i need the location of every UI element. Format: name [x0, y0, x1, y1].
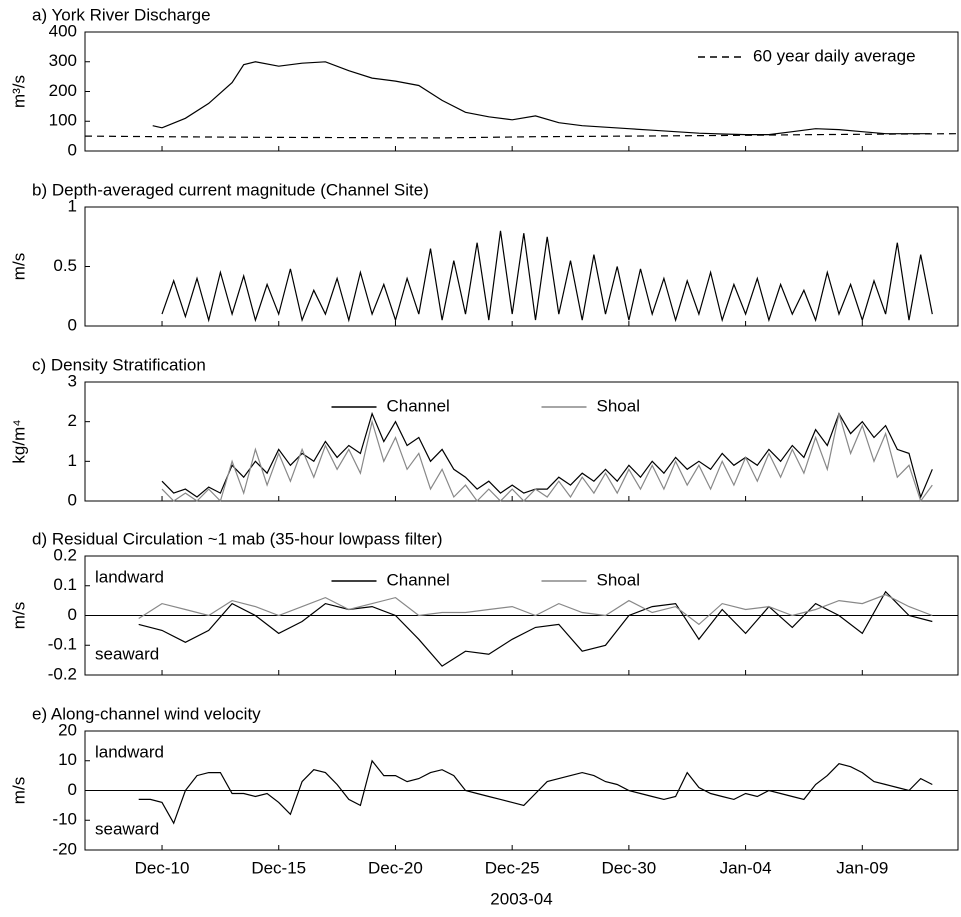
data-line — [161, 411, 933, 499]
y-tick-label: 0.5 — [53, 256, 77, 275]
panel-title: c) Density Stratification — [32, 355, 206, 374]
panel-title: a) York River Discharge — [32, 5, 211, 24]
legend-label: Shoal — [597, 396, 640, 415]
y-tick-label: 0.1 — [53, 575, 77, 594]
y-tick-label: -20 — [52, 839, 77, 858]
plot-frame — [84, 381, 959, 502]
x-tick-label: Dec-15 — [251, 858, 306, 877]
x-tick-label: Dec-30 — [601, 858, 656, 877]
x-tick-label: Jan-04 — [720, 858, 772, 877]
data-line — [138, 590, 933, 667]
panel-title: b) Depth-averaged current magnitude (Cha… — [32, 180, 429, 199]
y-tick-label: -0.2 — [48, 664, 77, 683]
y-axis-label: m/s — [9, 602, 28, 629]
plot-frame — [84, 206, 959, 327]
data-line — [161, 230, 933, 323]
annotation: landward — [95, 742, 164, 761]
y-axis-label: m³/s — [9, 75, 28, 108]
legend-label: Channel — [387, 396, 450, 415]
x-tick-label: Jan-09 — [836, 858, 888, 877]
x-axis-label: 2003-04 — [490, 889, 552, 908]
y-tick-label: 0 — [68, 490, 77, 509]
y-tick-label: 20 — [58, 720, 77, 739]
y-tick-label: 1 — [68, 451, 77, 470]
y-tick-label: 10 — [58, 750, 77, 769]
legend-label: Shoal — [597, 570, 640, 589]
legend-label: Channel — [387, 570, 450, 589]
annotation: seaward — [95, 819, 159, 838]
x-tick-label: Dec-20 — [368, 858, 423, 877]
y-tick-label: 300 — [49, 51, 77, 70]
y-tick-label: -0.1 — [48, 635, 77, 654]
y-tick-label: 200 — [49, 81, 77, 100]
data-line — [138, 759, 933, 825]
annotation: seaward — [95, 644, 159, 663]
y-axis-label: kg/m⁴ — [9, 419, 28, 463]
y-tick-label: -10 — [52, 810, 77, 829]
x-tick-label: Dec-10 — [135, 858, 190, 877]
y-axis-label: m/s — [9, 253, 28, 280]
y-axis-label: m/s — [9, 777, 28, 804]
y-tick-label: 0 — [68, 315, 77, 334]
annotation: landward — [95, 567, 164, 586]
y-tick-label: 100 — [49, 111, 77, 130]
data-line — [138, 594, 933, 626]
x-tick-label: Dec-25 — [485, 858, 540, 877]
y-tick-label: 0 — [68, 605, 77, 624]
data-line — [84, 133, 959, 139]
y-tick-label: 1 — [68, 196, 77, 215]
y-tick-label: 2 — [68, 411, 77, 430]
data-line — [152, 61, 930, 136]
y-tick-label: 0.2 — [53, 545, 77, 564]
y-tick-label: 0 — [68, 140, 77, 159]
y-tick-label: 400 — [49, 21, 77, 40]
panel-title: e) Along-channel wind velocity — [32, 704, 261, 723]
y-tick-label: 0 — [68, 780, 77, 799]
data-line — [161, 413, 933, 503]
legend-label: 60 year daily average — [753, 46, 916, 65]
y-tick-label: 3 — [68, 371, 77, 390]
panel-title: d) Residual Circulation ~1 mab (35-hour … — [32, 529, 443, 548]
